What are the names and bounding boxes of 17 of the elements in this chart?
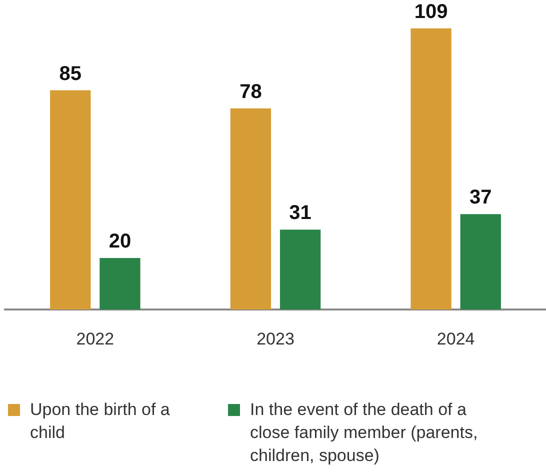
x-tick-label: 2023	[256, 329, 294, 348]
data-label: 109	[414, 0, 448, 23]
bar	[280, 230, 321, 310]
legend-label: In the event of the death of a close family member (parents, children, spouse)	[250, 399, 479, 467]
x-tick-label: 2024	[436, 329, 475, 348]
data-label: 78	[240, 80, 262, 103]
legend-label: Upon the birth of a child	[30, 399, 170, 444]
x-tick-label: 2022	[76, 329, 114, 348]
bar	[410, 28, 452, 310]
data-label: 31	[289, 202, 312, 224]
data-label: 20	[108, 230, 132, 253]
bar	[50, 90, 91, 310]
data-label: 85	[59, 62, 82, 85]
data-label: 37	[470, 186, 492, 209]
bar	[460, 214, 501, 310]
bar	[230, 108, 272, 310]
bar	[100, 258, 140, 310]
